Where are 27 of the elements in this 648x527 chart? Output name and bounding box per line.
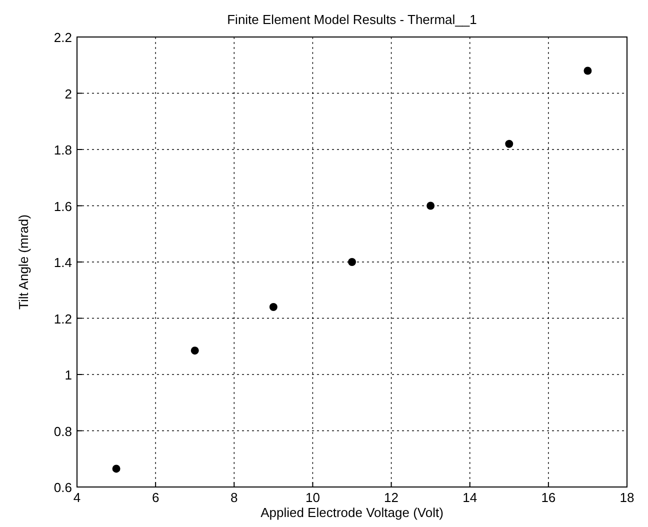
point	[269, 303, 278, 311]
x-tick-label: 6	[152, 490, 160, 505]
x-tick-label: 16	[541, 490, 556, 505]
y-axis-title: Tilt Angle (mrad)	[16, 214, 31, 310]
point	[348, 258, 356, 266]
y-tick-label: 1.6	[54, 198, 72, 214]
y-tick-label: 2.2	[54, 30, 72, 45]
point	[505, 140, 514, 148]
x-axis-title: Applied Electrode Voltage (Volt)	[260, 505, 444, 520]
y-tick-label: 1.2	[54, 311, 72, 326]
y-tick-label: 1.4	[54, 255, 72, 270]
x-tick-label: 10	[305, 490, 320, 505]
y-tick-label: 0.8	[54, 424, 72, 439]
point	[112, 464, 120, 473]
y-tick-label: 0.6	[54, 480, 72, 495]
y-tick-label: 1.8	[54, 142, 72, 158]
x-tick-label: 12	[384, 490, 399, 505]
y-tick-label: 2	[64, 86, 72, 102]
chart-title: Finite Element Model Results - Thermal__1	[227, 12, 477, 27]
y-tick-label: 1	[64, 368, 72, 382]
point	[190, 346, 199, 355]
x-tick-label: 14	[462, 490, 478, 505]
x-tick-label: 8	[230, 490, 238, 505]
point	[426, 202, 435, 210]
x-tick-label: 4	[73, 490, 81, 505]
x-tick-label: 18	[620, 490, 634, 505]
point	[584, 66, 592, 75]
